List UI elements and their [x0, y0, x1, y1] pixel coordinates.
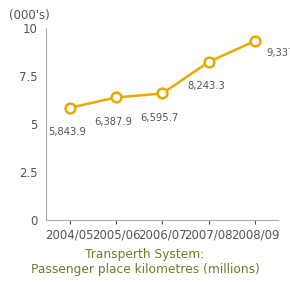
Text: 8,243.3: 8,243.3 — [187, 81, 225, 91]
Text: 6,595.7: 6,595.7 — [140, 113, 179, 123]
Text: 9,337.0: 9,337.0 — [266, 48, 290, 58]
Text: 6,387.9: 6,387.9 — [94, 117, 132, 127]
Text: Transperth System:
Passenger place kilometres (millions): Transperth System: Passenger place kilom… — [30, 248, 260, 276]
Text: 5,843.9: 5,843.9 — [48, 127, 86, 137]
Text: (000's): (000's) — [9, 10, 50, 23]
